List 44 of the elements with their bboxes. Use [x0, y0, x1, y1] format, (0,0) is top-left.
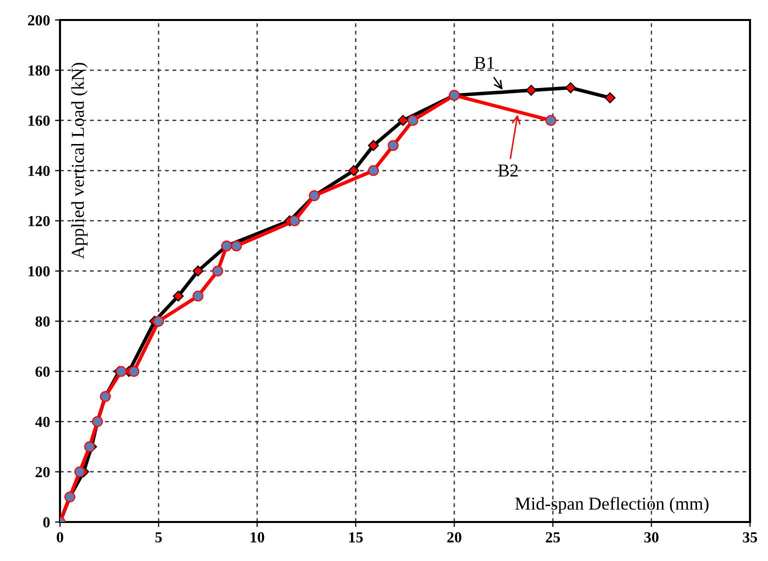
point — [192, 290, 204, 302]
y-tick-label: 200 — [28, 15, 50, 26]
point — [368, 165, 379, 176]
point — [192, 266, 204, 276]
point — [545, 114, 556, 126]
x-tick-label: 5 — [155, 532, 162, 542]
point — [407, 114, 418, 126]
x-tick-label: 30 — [644, 532, 658, 542]
x-tick-label: 35 — [742, 532, 758, 542]
y-tick-label: 140 — [28, 166, 50, 176]
y-tick-label: 20 — [36, 466, 50, 478]
x-tick-label: 10 — [250, 532, 264, 542]
point — [526, 84, 537, 96]
point — [398, 114, 408, 126]
point — [212, 266, 224, 276]
point — [368, 140, 379, 151]
y-axis-title: Applied vertical Load (kN) — [71, 62, 88, 259]
point — [348, 165, 360, 176]
point — [153, 316, 164, 327]
point — [604, 92, 616, 104]
point — [565, 82, 576, 94]
y-tick-label: 180 — [28, 65, 50, 76]
point — [116, 366, 127, 377]
series-label: B1 — [474, 56, 494, 69]
y-tick-label: 160 — [28, 116, 50, 126]
x-tick-label: 25 — [546, 532, 560, 542]
x-tick-label: 0 — [56, 532, 64, 542]
x-axis-title: Mid-span Deflection (mm) — [515, 496, 708, 514]
point — [172, 290, 184, 302]
point — [289, 215, 300, 226]
y-tick-label: 80 — [36, 316, 50, 327]
y-tick-label: 40 — [35, 416, 50, 428]
y-tick-label: 60 — [36, 366, 50, 377]
x-tick-label: 20 — [447, 532, 462, 542]
point — [388, 140, 399, 151]
y-tick-label: 100 — [28, 266, 50, 276]
y-tick-label: 0 — [43, 517, 50, 528]
point — [84, 441, 95, 452]
point — [128, 366, 140, 377]
point — [231, 240, 242, 252]
y-tick-label: 120 — [28, 216, 50, 226]
x-tick-label: 15 — [349, 532, 363, 542]
point — [74, 466, 86, 478]
legend-label: B2 — [498, 164, 518, 176]
